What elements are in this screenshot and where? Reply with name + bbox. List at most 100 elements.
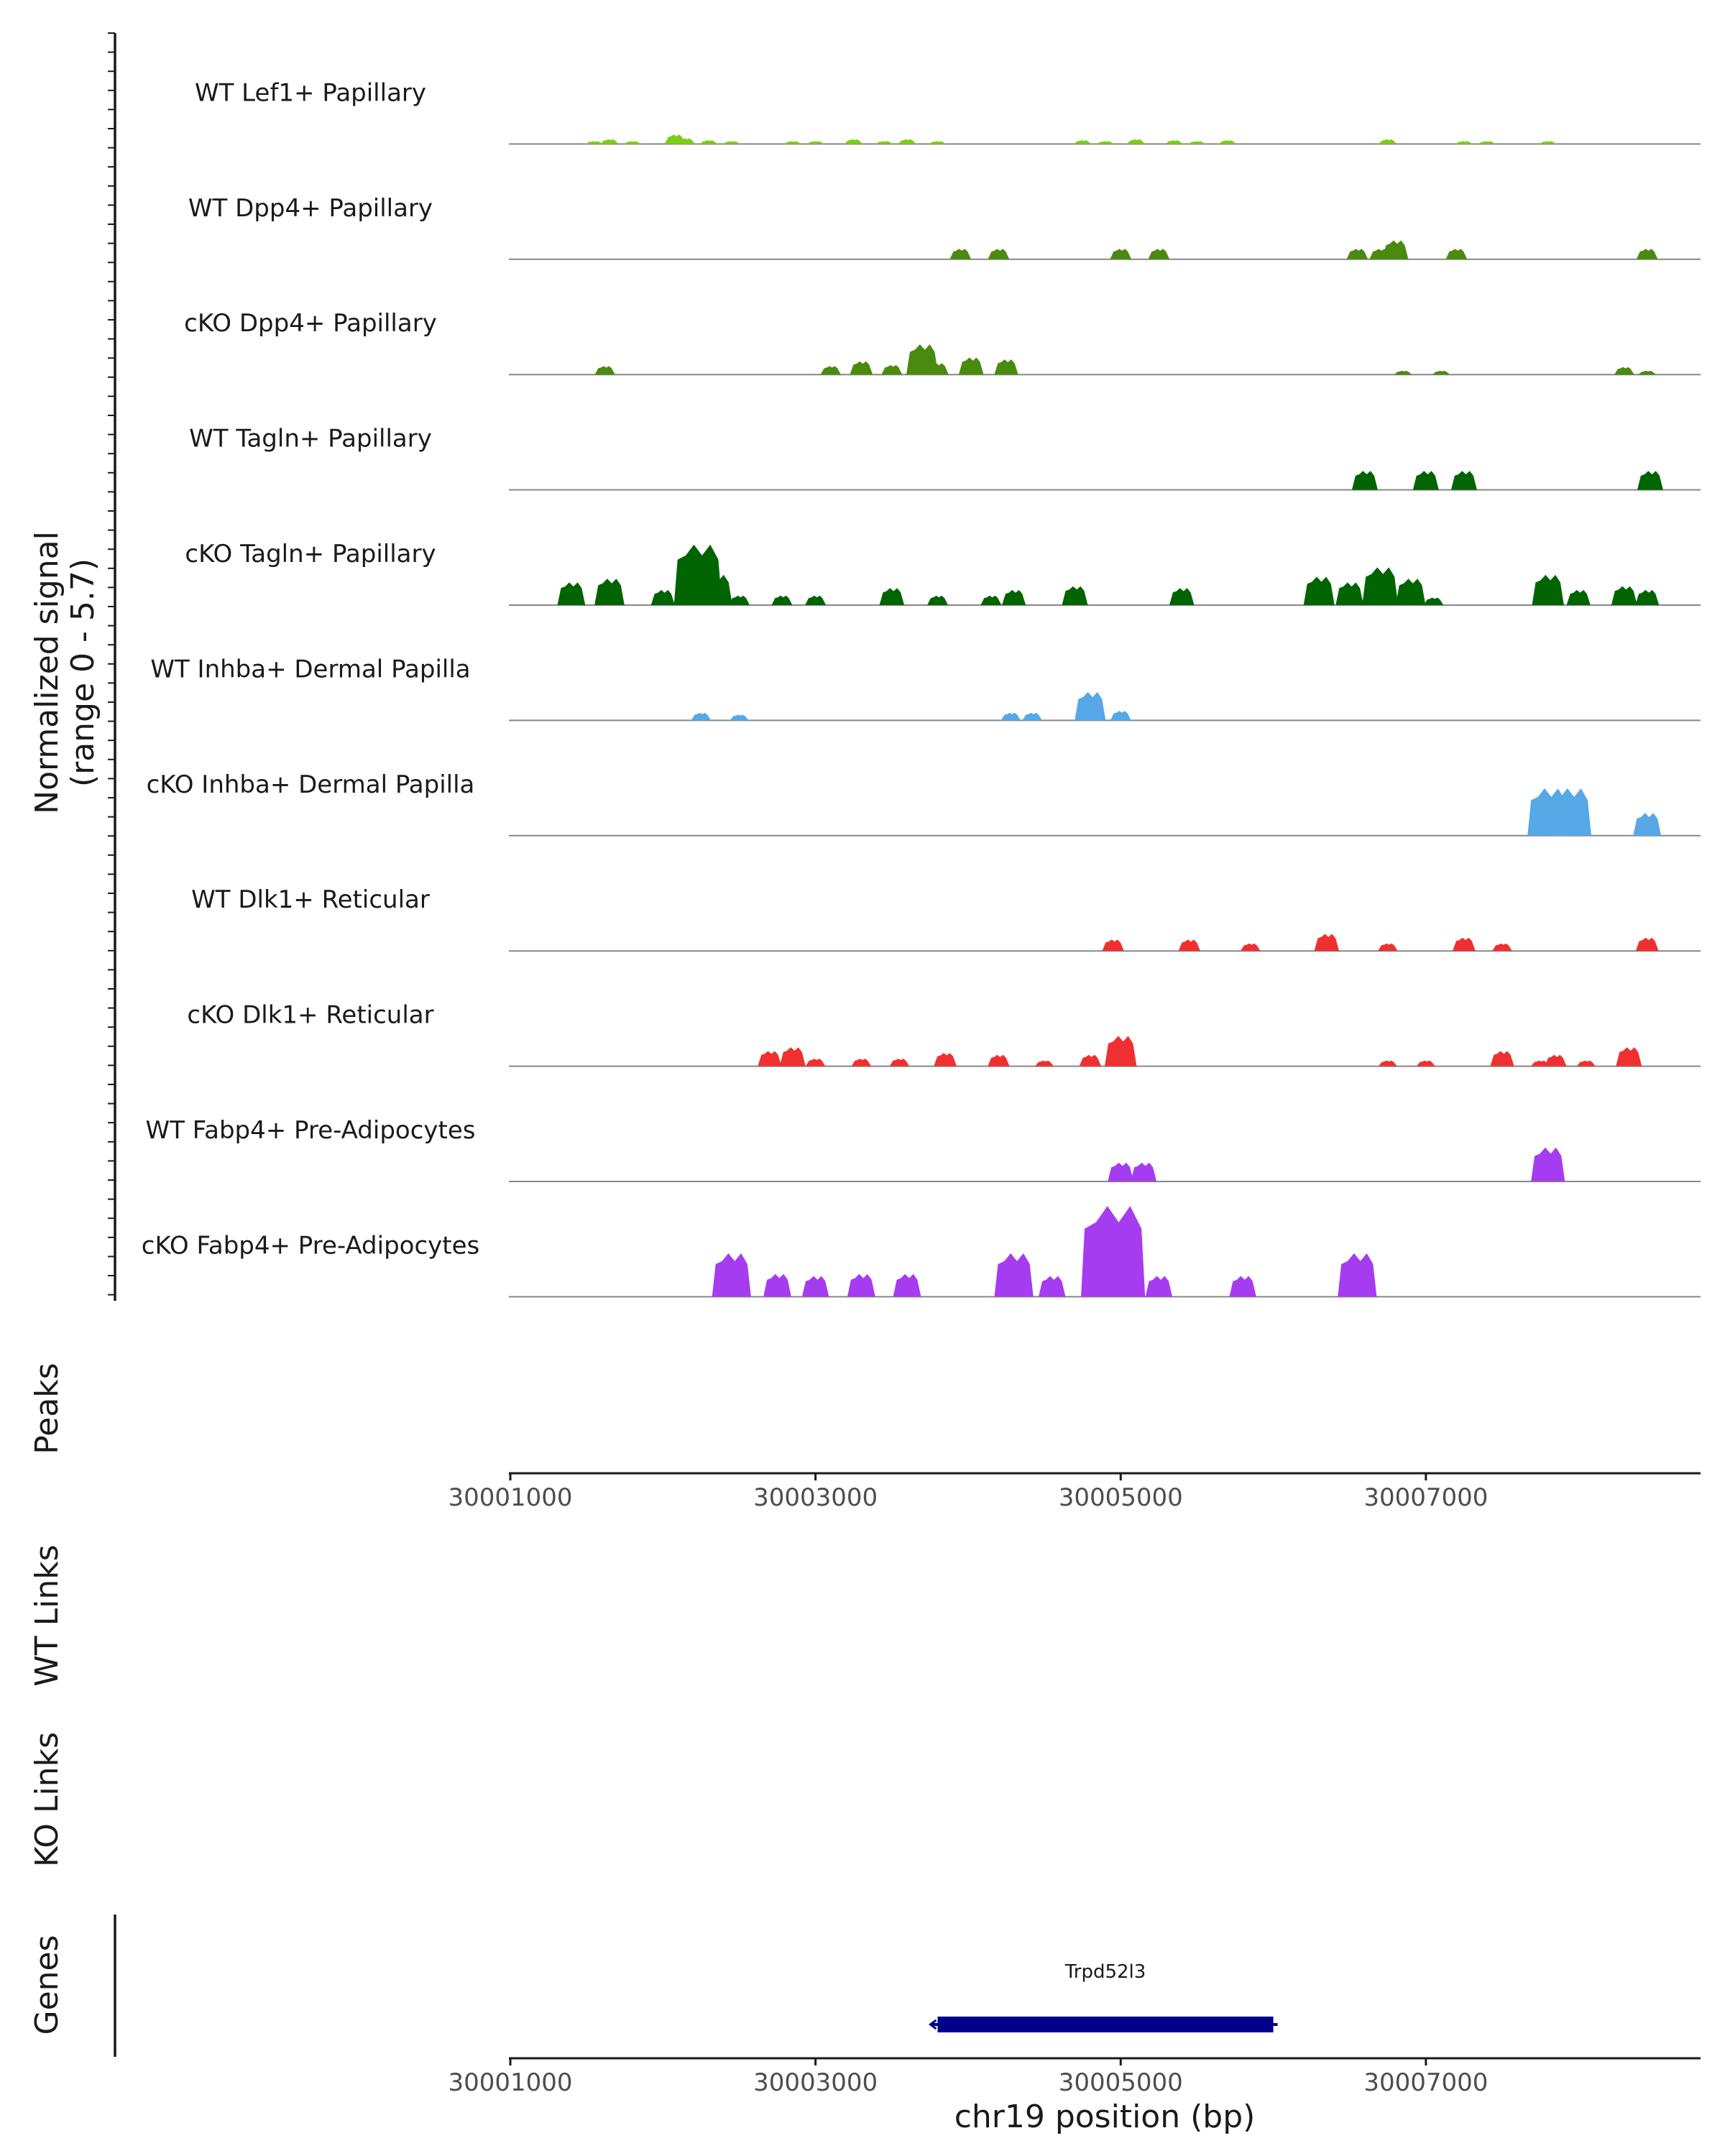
signal-peak xyxy=(1079,1054,1101,1067)
signal-peak xyxy=(1416,1060,1435,1067)
signal-peak xyxy=(700,574,732,605)
gene-strand-arrow xyxy=(928,2019,937,2030)
signal-peak xyxy=(889,1059,910,1067)
signal-peak xyxy=(1616,1047,1642,1067)
signal-peak xyxy=(949,249,972,259)
track-label: WT Inhba+ Dermal Papilla xyxy=(150,655,470,683)
track: WT Tagln+ Papillary xyxy=(189,425,1701,491)
wt-links-panel-label: WT Links xyxy=(29,1544,65,1686)
signal-peak xyxy=(1073,140,1092,144)
signal-peak xyxy=(730,714,749,721)
signal-peak xyxy=(1351,471,1378,490)
signal-peak xyxy=(763,1273,791,1297)
signal-peak xyxy=(1545,1054,1567,1067)
signal-peak xyxy=(893,1273,921,1297)
signal-peak xyxy=(783,141,801,144)
signal-peak xyxy=(1229,1276,1256,1297)
signal-peak xyxy=(806,141,824,144)
signal-peak xyxy=(1566,589,1591,605)
signal-peak xyxy=(1362,567,1399,605)
signal-peak xyxy=(1455,141,1473,144)
x-axis-title: chr19 position (bp) xyxy=(954,2099,1256,2135)
peaks-x-axis-ticks: 30001000 30003000 30005000 30007000 xyxy=(448,1473,1488,1512)
signal-peak xyxy=(1633,813,1662,836)
signal-peak xyxy=(712,1253,751,1297)
signal-peak xyxy=(1075,691,1106,721)
signal-peak xyxy=(881,365,903,375)
signal-peak xyxy=(988,249,1010,259)
genes-x-axis-tick-label: 30003000 xyxy=(753,2068,878,2097)
signal-peak xyxy=(1395,579,1426,605)
signal-peak xyxy=(594,366,615,375)
signal-peak xyxy=(1097,141,1114,144)
signal-peak xyxy=(1453,937,1476,952)
signal-peak xyxy=(1002,589,1026,605)
signal-peak xyxy=(850,361,873,375)
signal-peak xyxy=(1081,1206,1146,1297)
signal-peak xyxy=(1382,240,1409,259)
track: cKO Fabp4+ Pre-Adipocytes xyxy=(142,1206,1701,1298)
signal-peak xyxy=(623,141,641,144)
signal-peak xyxy=(676,138,696,144)
signal-peak xyxy=(1531,1147,1565,1181)
signal-peak xyxy=(1169,588,1195,605)
signal-peak xyxy=(1338,1253,1377,1297)
signal-peak xyxy=(994,1253,1034,1297)
signal-peak xyxy=(1035,1060,1054,1067)
signal-peak xyxy=(1314,934,1340,952)
signal-peak xyxy=(691,712,712,721)
track-label: cKO Inhba+ Dermal Papilla xyxy=(147,770,475,799)
signal-peak xyxy=(1379,139,1397,144)
track: cKO Tagln+ Papillary xyxy=(185,540,1701,606)
signal-peak xyxy=(1635,937,1659,952)
track: WT Lef1+ Papillary xyxy=(195,78,1701,145)
signal-peak xyxy=(1108,1162,1134,1181)
signal-peak xyxy=(1039,1276,1066,1297)
signal-peak xyxy=(1531,1060,1550,1067)
signal-peak xyxy=(1450,471,1477,490)
signal-peak xyxy=(1636,249,1658,259)
signal-peak xyxy=(650,589,675,605)
signal-peak xyxy=(1240,943,1261,952)
y-axis-title: Normalized signal xyxy=(29,531,65,814)
genes-x-axis-tick-label: 30001000 xyxy=(448,2068,572,2097)
signal-peak xyxy=(1611,586,1637,605)
signal-peak xyxy=(847,1273,875,1297)
signal-peak xyxy=(801,1276,829,1297)
signal-peak xyxy=(1432,370,1450,375)
track-label: WT Fabp4+ Pre-Adipocytes xyxy=(146,1116,476,1145)
signal-peak xyxy=(1445,249,1468,259)
signal-peak xyxy=(926,363,949,375)
signal-peak xyxy=(1638,370,1657,375)
signal-peak xyxy=(771,595,793,605)
signal-peak xyxy=(1550,788,1591,836)
track: WT Dlk1+ Reticular xyxy=(191,885,1701,952)
track-label: WT Dpp4+ Papillary xyxy=(188,194,433,223)
track-label: cKO Tagln+ Papillary xyxy=(185,540,436,568)
gene-name-label: Trpd52l3 xyxy=(1064,1961,1146,1983)
peaks-panel-label: Peaks xyxy=(29,1363,65,1454)
track: cKO Dlk1+ Reticular xyxy=(187,1001,1701,1067)
signal-peak xyxy=(1492,943,1512,952)
coverage-tracks: WT Lef1+ Papillary WT Dpp4+ Papillary cKO … xyxy=(142,78,1701,1298)
signal-peak xyxy=(844,139,863,144)
coverage-y-ticks xyxy=(108,32,115,1296)
gene-annotations: Trpd52l3 xyxy=(928,1961,1278,2032)
signal-peak xyxy=(1131,1162,1157,1181)
track-label: cKO Dpp4+ Papillary xyxy=(184,309,437,338)
track-label: cKO Fabp4+ Pre-Adipocytes xyxy=(142,1231,480,1260)
signal-peak xyxy=(805,595,827,605)
signal-peak xyxy=(1188,141,1206,144)
signal-peak xyxy=(820,366,841,375)
genes-panel-label: Genes xyxy=(29,1935,65,2035)
signal-peak xyxy=(934,1053,957,1067)
signal-peak xyxy=(1000,712,1021,721)
signal-peak xyxy=(779,1047,806,1067)
signal-peak xyxy=(1335,582,1364,605)
signal-peak xyxy=(851,1059,872,1067)
track-label: WT Tagln+ Papillary xyxy=(189,425,432,453)
signal-peak xyxy=(1148,249,1170,259)
signal-peak xyxy=(585,141,603,144)
peaks-x-axis-tick-label: 30001000 xyxy=(448,1483,572,1512)
